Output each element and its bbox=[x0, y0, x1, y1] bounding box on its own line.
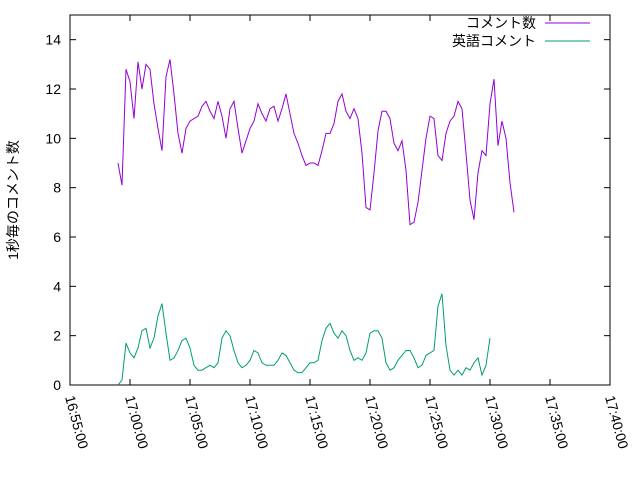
plot-frame bbox=[69, 14, 611, 386]
y-axis: 0 2 4 6 8 10 12 14 bbox=[45, 32, 610, 393]
y-tick-label: 2 bbox=[53, 328, 61, 344]
y-tick-label: 12 bbox=[45, 81, 61, 97]
series-group bbox=[117, 59, 515, 386]
x-tick-label: 17:10:00 bbox=[242, 394, 272, 451]
legend-label-0: コメント数 bbox=[466, 15, 536, 31]
x-tick-label: 17:35:00 bbox=[542, 394, 572, 451]
legend-label-1: 英語コメント bbox=[452, 33, 536, 49]
y-tick-label: 10 bbox=[45, 130, 61, 146]
x-tick-label: 17:05:00 bbox=[182, 394, 212, 451]
x-tick-label: 17:40:00 bbox=[602, 394, 632, 451]
x-tick-label: 17:20:00 bbox=[362, 394, 392, 451]
x-tick-label: 17:25:00 bbox=[422, 394, 452, 451]
x-tick-label: 16:55:00 bbox=[62, 394, 92, 451]
y-axis-label: 1秒毎のコメント数 bbox=[5, 140, 21, 260]
y-tick-label: 0 bbox=[53, 377, 61, 393]
x-tick-label: 17:15:00 bbox=[302, 394, 332, 451]
y-tick-label: 4 bbox=[53, 278, 61, 294]
x-tick-label: 17:00:00 bbox=[122, 394, 152, 451]
x-tick-label: 17:30:00 bbox=[482, 394, 512, 451]
y-tick-label: 14 bbox=[45, 32, 61, 48]
series-line-1 bbox=[117, 293, 491, 386]
y-tick-label: 6 bbox=[53, 229, 61, 245]
y-tick-label: 8 bbox=[53, 180, 61, 196]
series-line-0 bbox=[117, 59, 515, 226]
